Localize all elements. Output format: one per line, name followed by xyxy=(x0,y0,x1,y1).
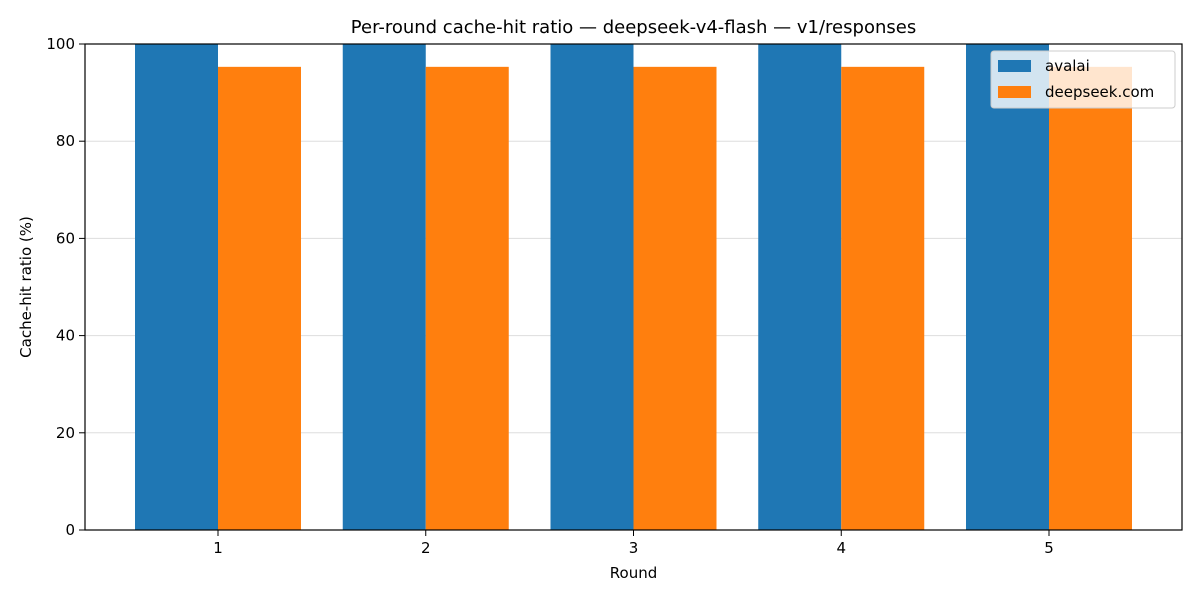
legend-swatch xyxy=(998,86,1031,98)
x-tick-label: 1 xyxy=(213,539,223,557)
y-tick-label: 80 xyxy=(56,132,75,150)
y-tick-label: 0 xyxy=(65,521,75,539)
x-tick-label: 3 xyxy=(629,539,639,557)
bar-deepseek-com-round-2 xyxy=(425,66,509,530)
x-tick-label: 2 xyxy=(421,539,431,557)
bar-deepseek-com-round-4 xyxy=(841,66,925,530)
x-tick-label: 5 xyxy=(1044,539,1054,557)
x-tick-label: 4 xyxy=(836,539,846,557)
bar-deepseek-com-round-3 xyxy=(633,66,717,530)
legend-swatch xyxy=(998,60,1031,72)
bar-avalai-round-2 xyxy=(342,44,426,530)
bar-avalai-round-4 xyxy=(758,44,842,530)
y-axis-ticks: 0 20 40 60 80 100 xyxy=(46,35,85,539)
bars xyxy=(135,44,1132,530)
legend-label: deepseek.com xyxy=(1045,83,1154,101)
bar-deepseek-com-round-1 xyxy=(218,66,301,530)
chart-title: Per-round cache-hit ratio — deepseek-v4-… xyxy=(351,17,916,38)
x-axis-ticks: 1 2 3 4 5 xyxy=(213,530,1054,557)
bar-deepseek-com-round-5 xyxy=(1049,66,1132,530)
y-tick-label: 100 xyxy=(46,35,75,53)
bar-avalai-round-5 xyxy=(966,44,1049,530)
y-tick-label: 40 xyxy=(56,327,75,345)
y-tick-label: 60 xyxy=(56,229,75,247)
legend-label: avalai xyxy=(1045,57,1090,75)
y-axis-label: Cache-hit ratio (%) xyxy=(17,216,35,358)
legend: avalai deepseek.com xyxy=(990,50,1176,109)
legend-box xyxy=(990,50,1176,109)
bar-avalai-round-1 xyxy=(135,44,218,530)
x-axis-label: Round xyxy=(610,564,657,582)
y-tick-label: 20 xyxy=(56,424,75,442)
bar-avalai-round-3 xyxy=(550,44,634,530)
